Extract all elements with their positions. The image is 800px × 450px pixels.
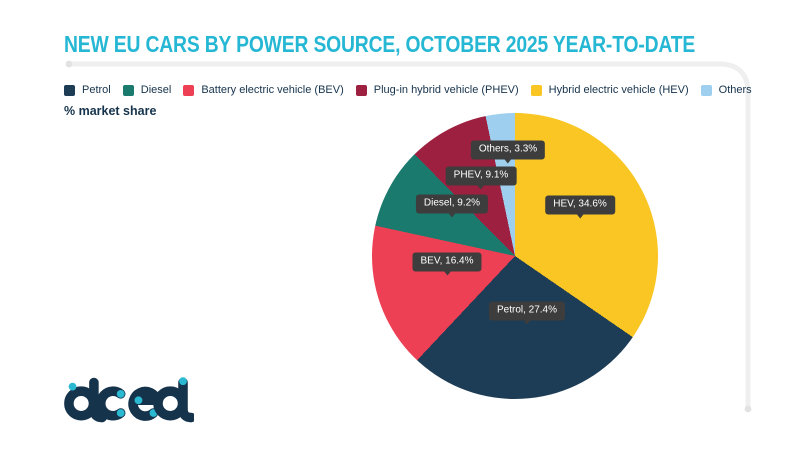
acea-logo-letter-c xyxy=(96,386,126,421)
logo-cyan-dot xyxy=(134,396,143,405)
slice-label-pointer-icon xyxy=(503,158,512,164)
legend-item-bev: Battery electric vehicle (BEV) xyxy=(183,84,344,96)
slice-label-bev: BEV, 16.4% xyxy=(412,252,482,276)
legend-label: Hybrid electric vehicle (HEV) xyxy=(548,84,689,96)
logo-cyan-dot xyxy=(179,377,187,386)
legend-item-diesel: Diesel xyxy=(122,84,172,96)
legend-item-phev: Plug-in hybrid vehicle (PHEV) xyxy=(355,84,519,96)
logo-cyan-dot xyxy=(68,382,77,391)
legend-label: Battery electric vehicle (BEV) xyxy=(201,84,344,96)
chart-legend: Petrol Diesel Battery electric vehicle (BE… xyxy=(64,84,752,96)
legend-item-others: Others xyxy=(700,84,752,96)
logo-cyan-dot xyxy=(116,409,125,417)
logo-cyan-dot xyxy=(116,390,125,398)
slice-label-pointer-icon xyxy=(476,184,485,190)
legend-item-petrol: Petrol xyxy=(64,84,111,96)
slice-label-pointer-icon xyxy=(522,319,531,325)
slice-label-pointer-icon xyxy=(447,212,456,218)
slice-label-text: PHEV, 9.1% xyxy=(453,169,509,181)
legend-item-hev: Hybrid electric vehicle (HEV) xyxy=(530,84,689,96)
acea-logo-letter-a1 xyxy=(64,377,107,423)
acea-logo xyxy=(64,377,194,423)
slice-label-diesel: Diesel, 9.2% xyxy=(415,194,489,218)
legend-swatch-icon xyxy=(64,84,75,96)
legend-swatch-icon xyxy=(700,84,712,96)
legend-label: Others xyxy=(718,84,752,96)
slice-label-hev: HEV, 34.6% xyxy=(545,195,615,219)
slice-label-text: HEV, 34.6% xyxy=(553,198,607,210)
legend-label: Plug-in hybrid vehicle (PHEV) xyxy=(373,84,519,96)
slice-label-petrol: Petrol, 27.4% xyxy=(488,301,566,325)
slice-label-others: Others, 3.3% xyxy=(470,140,546,164)
slice-label-pointer-icon xyxy=(442,270,451,276)
page-title: NEW EU CARS BY POWER SOURCE, OCTOBER 202… xyxy=(64,31,696,57)
slice-label-text: BEV, 16.4% xyxy=(420,255,474,267)
acea-logo-letter-a2 xyxy=(153,377,194,423)
slice-label-text: Diesel, 9.2% xyxy=(423,197,481,209)
slice-label-phev: PHEV, 9.1% xyxy=(445,166,517,190)
slice-label-text: Others, 3.3% xyxy=(478,143,538,155)
legend-swatch-icon xyxy=(530,84,542,96)
slice-label-pointer-icon xyxy=(576,213,584,219)
acea-logo-letter-e xyxy=(128,386,162,421)
legend-label: Diesel xyxy=(140,84,172,96)
unit-label: % market share xyxy=(64,104,157,118)
legend-swatch-icon xyxy=(183,84,195,96)
slice-label-text: Petrol, 27.4% xyxy=(496,304,558,316)
legend-swatch-icon xyxy=(355,84,367,96)
legend-label: Petrol xyxy=(82,84,111,96)
legend-swatch-icon xyxy=(122,84,134,96)
